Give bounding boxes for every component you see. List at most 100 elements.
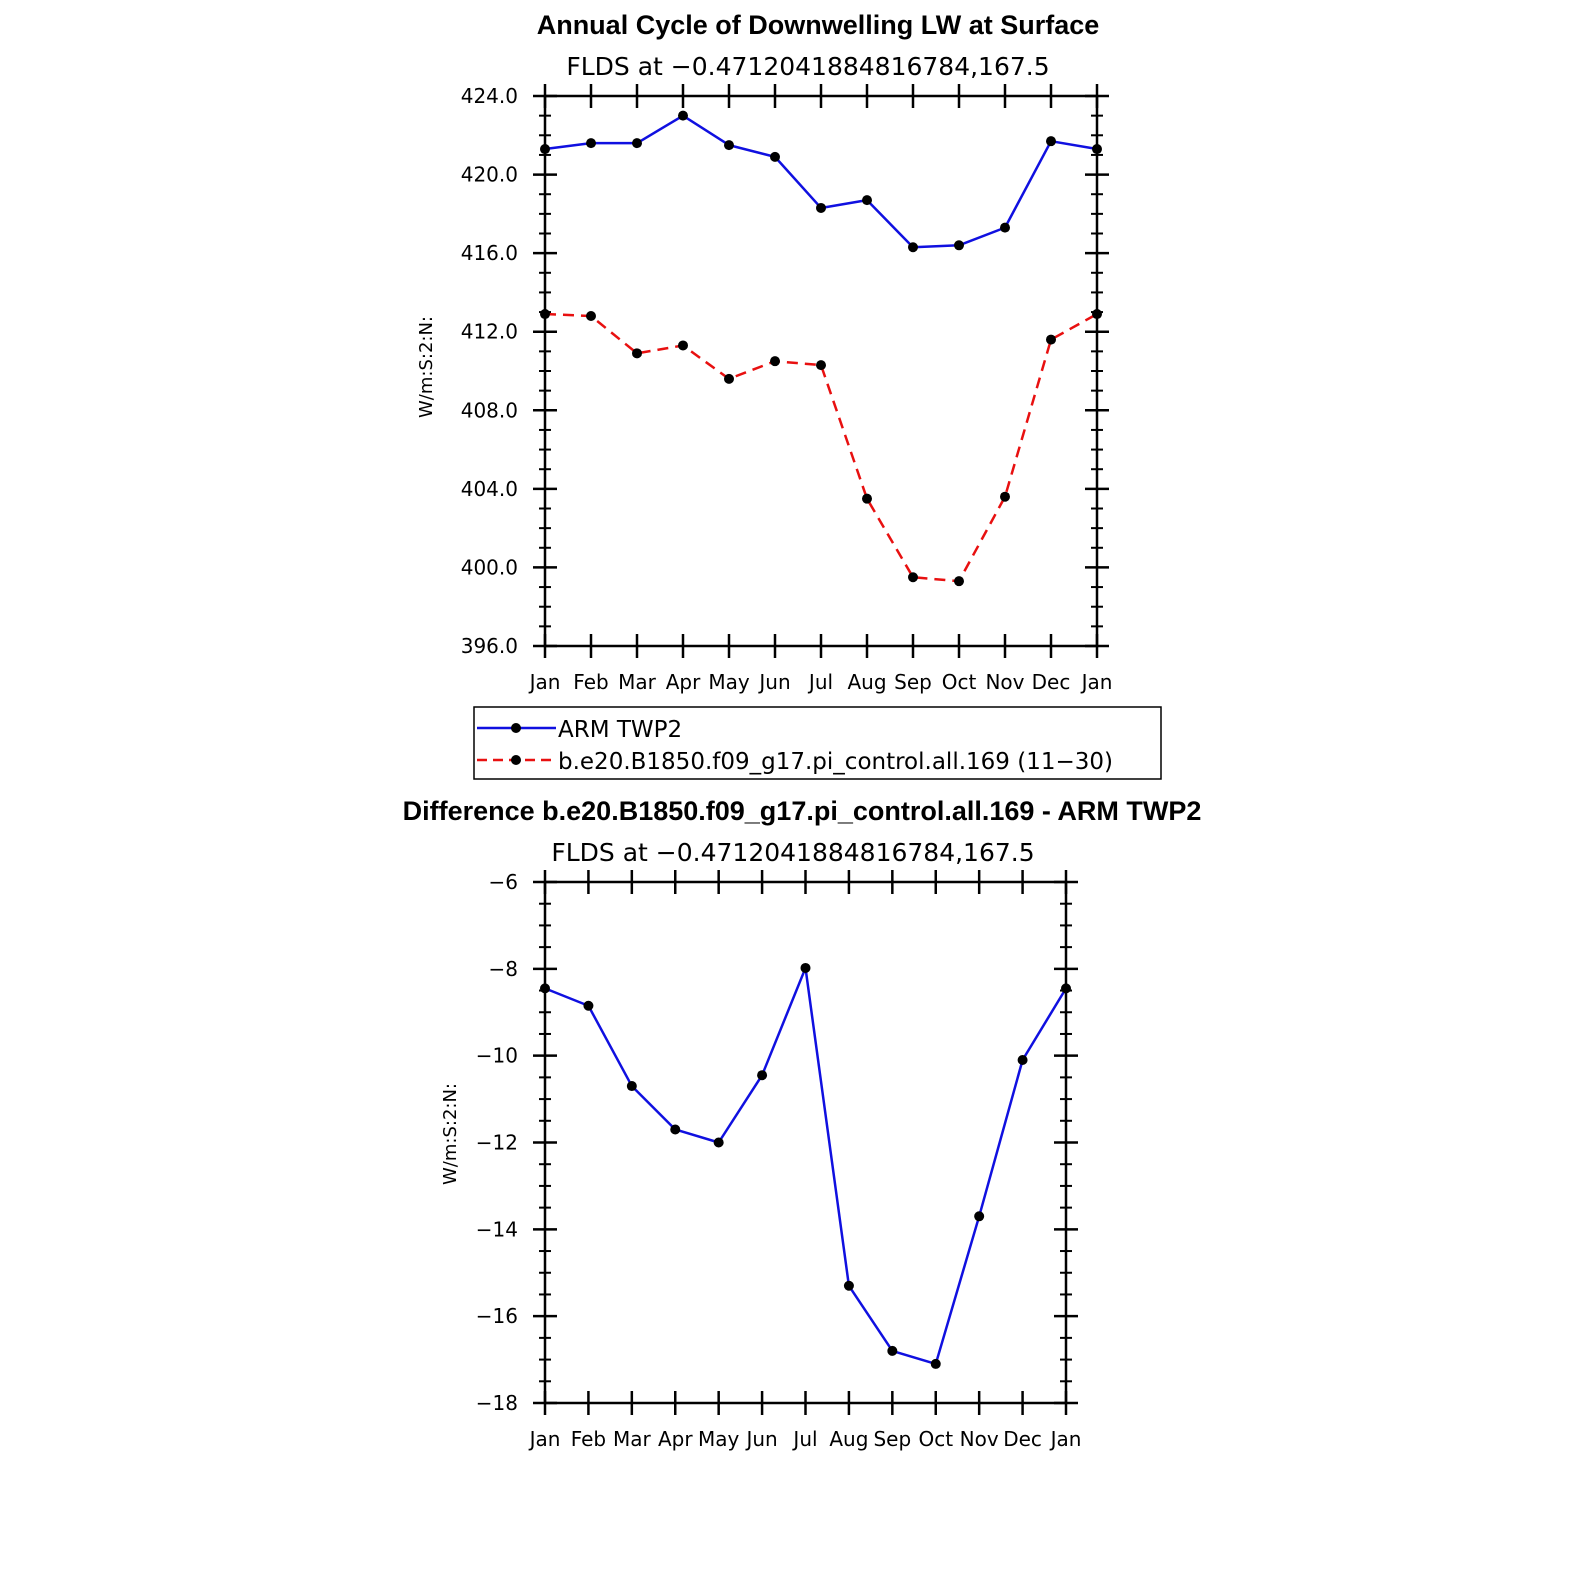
y-tick-labels: −18 −16 −14 −12 −10 −8 −6 [476,870,518,1415]
y-tick-label: −12 [476,1131,518,1155]
x-tick-label: Jun [744,1427,777,1451]
series-line-0 [544,114,1098,249]
data-point [632,348,642,359]
axis-ticks [533,870,1078,1415]
y-tick-label: 400.0 [461,555,518,579]
y-tick-label: −6 [489,870,518,894]
legend-label: ARM TWP2 [558,717,682,743]
x-tick-label: Jun [757,670,790,694]
data-point [713,1137,724,1148]
data-point [954,240,964,251]
series-line-1 [544,312,1098,583]
data-point [586,138,596,149]
data-point [626,1081,637,1092]
data-point [930,1358,941,1369]
y-tick-label: 420.0 [461,163,518,187]
data-point [757,1070,768,1081]
x-tick-labels: Jan Feb Mar Apr May Jun Jul Aug Sep Oct Nov Dec Jan [528,670,1113,694]
data-point [724,140,734,151]
axis-ticks [533,84,1109,658]
y-tick-label: −18 [476,1391,518,1415]
difference-panel: Difference b.e20.B1850.f09_g17.pi_contro… [403,796,1202,1451]
x-tick-label: Nov [985,670,1024,694]
x-tick-label: Jul [791,1427,817,1451]
chart-subtitle: FLDS at −0.4712041884816784,167.5 [551,838,1034,867]
x-tick-label: Jan [528,1427,561,1451]
chart-title: Difference b.e20.B1850.f09_g17.pi_contro… [403,796,1202,826]
x-tick-label: Sep [873,1427,911,1451]
y-tick-label: −10 [476,1044,518,1068]
x-tick-label: Nov [960,1427,999,1451]
x-tick-label: Dec [1003,1427,1042,1451]
data-point [678,340,688,351]
y-tick-label: 412.0 [461,320,518,344]
data-point [1046,136,1056,147]
legend-item-arm-twp2: ARM TWP2 [477,717,682,743]
x-tick-label: Jan [528,670,561,694]
annual-cycle-panel: Annual Cycle of Downwelling LW at Surfac… [416,10,1112,694]
x-tick-label: Oct [942,670,977,694]
x-tick-label: Aug [847,670,886,694]
x-tick-label: Apr [666,670,701,694]
data-point [632,138,642,149]
y-axis-label: W/m:S:2:N: [416,316,437,418]
x-tick-label: Feb [571,1427,606,1451]
y-tick-label: −14 [476,1217,518,1241]
legend: ARM TWP2 b.e20.B1850.f09_g17.pi_control.… [473,706,1162,780]
legend-marker [511,755,521,765]
data-point [770,356,780,367]
x-tick-label: Jul [807,670,833,694]
x-tick-label: Aug [829,1427,868,1451]
y-tick-label: 404.0 [461,477,518,501]
data-point [800,962,811,973]
data-point [1000,491,1010,502]
data-point [1046,334,1056,345]
data-point [770,151,780,162]
legend-marker [511,723,521,733]
plot-area [540,962,1071,1369]
data-point [724,373,734,384]
y-tick-label: 416.0 [461,241,518,265]
y-tick-label: 424.0 [461,84,518,108]
data-point [887,1345,898,1356]
x-tick-labels: Jan Feb Mar Apr May Jun Jul Aug Sep Oct Nov Dec Jan [528,1427,1082,1451]
plot-frame [543,880,1068,1405]
x-tick-label: Mar [618,670,657,694]
legend-label: b.e20.B1850.f09_g17.pi_control.all.169 (… [558,749,1113,775]
data-point [954,576,964,587]
y-tick-label: −8 [489,957,518,981]
y-tick-label: 408.0 [461,398,518,422]
legend-box [473,706,1162,780]
y-tick-label: 396.0 [461,634,518,658]
data-point [974,1211,985,1222]
data-point [908,572,918,583]
series-line-0 [544,966,1068,1366]
data-point [586,311,596,321]
chart-subtitle: FLDS at −0.4712041884816784,167.5 [566,52,1049,81]
x-tick-label: Oct [918,1427,953,1451]
data-point [908,242,918,253]
x-tick-label: Jan [1080,670,1113,694]
x-tick-label: May [698,1427,740,1451]
chart-title: Annual Cycle of Downwelling LW at Surfac… [537,10,1100,40]
y-tick-label: −16 [476,1304,518,1328]
data-point [816,202,826,213]
data-point [816,360,826,371]
data-point [843,1280,854,1291]
plot-frame [543,94,1099,648]
data-point [583,1000,594,1011]
data-point [1000,222,1010,233]
data-point [862,493,872,504]
data-point [1017,1055,1028,1066]
plot-area [540,110,1102,587]
data-point [678,110,688,121]
x-tick-label: Dec [1032,670,1071,694]
x-tick-label: Jan [1049,1427,1082,1451]
x-tick-label: Mar [613,1427,652,1451]
x-tick-label: Sep [894,670,932,694]
y-tick-labels: 396.0 400.0 404.0 408.0 412.0 416.0 420.0 424.0 [461,84,518,658]
x-tick-label: Feb [573,670,608,694]
legend-item-model: b.e20.B1850.f09_g17.pi_control.all.169 (… [477,749,1113,775]
data-point [670,1124,681,1135]
